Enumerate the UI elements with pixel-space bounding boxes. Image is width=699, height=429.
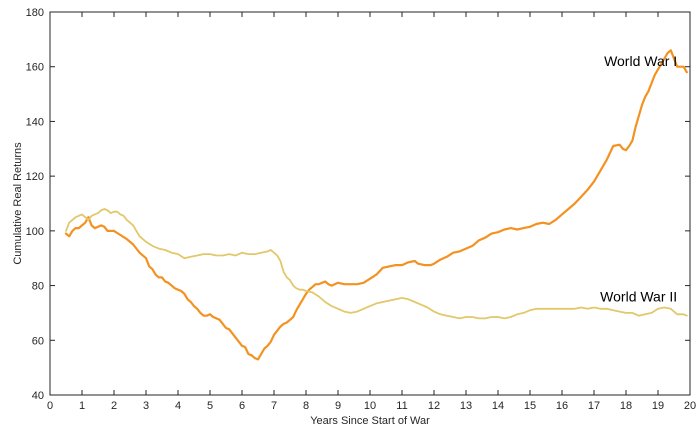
x-tick-label: 3 — [143, 400, 149, 412]
y-tick-label: 140 — [26, 116, 44, 128]
x-tick-label: 0 — [47, 400, 53, 412]
series-line-world-war-ii — [65, 208, 688, 320]
axes: 0 1 2 3 4 5 6 7 8 9 10 11 12 13 14 15 16 17 18 19 2040608010… — [12, 7, 696, 427]
series-annotation-world-war-ii: World War II — [600, 289, 677, 305]
x-tick-label: 8 — [303, 400, 309, 412]
x-tick-label: 9 — [335, 400, 341, 412]
x-tick-label: 14 — [492, 400, 504, 412]
y-tick-label: 40 — [32, 390, 44, 402]
y-tick-label: 160 — [26, 62, 44, 74]
x-axis-label: Years Since Start of War — [310, 415, 430, 427]
x-tick-label: 7 — [271, 400, 277, 412]
series-layer — [64, 49, 688, 361]
y-tick-label: 80 — [32, 281, 44, 293]
x-tick-label: 20 — [684, 400, 696, 412]
x-tick-label: 18 — [620, 400, 632, 412]
x-tick-label: 13 — [460, 400, 472, 412]
y-tick-label: 120 — [26, 171, 44, 183]
x-tick-label: 1 — [79, 400, 85, 412]
x-tick-label: 6 — [239, 400, 245, 412]
series-line-world-war-i — [64, 49, 688, 361]
y-tick-label: 180 — [26, 7, 44, 19]
x-tick-label: 10 — [364, 400, 376, 412]
series-annotation-world-war-i: World War I — [604, 53, 677, 69]
y-axis-label: Cumulative Real Returns — [12, 142, 24, 265]
x-tick-label: 4 — [175, 400, 181, 412]
x-tick-label: 17 — [588, 400, 600, 412]
x-tick-label: 2 — [111, 400, 117, 412]
x-tick-label: 19 — [652, 400, 664, 412]
x-tick-label: 12 — [428, 400, 440, 412]
x-tick-label: 15 — [524, 400, 536, 412]
plot-background — [50, 12, 690, 395]
y-tick-label: 100 — [26, 226, 44, 238]
x-tick-label: 5 — [207, 400, 213, 412]
x-tick-label: 16 — [556, 400, 568, 412]
x-tick-label: 11 — [396, 400, 407, 412]
y-tick-label: 60 — [32, 335, 44, 347]
annotations: World War I World War II — [600, 53, 677, 304]
